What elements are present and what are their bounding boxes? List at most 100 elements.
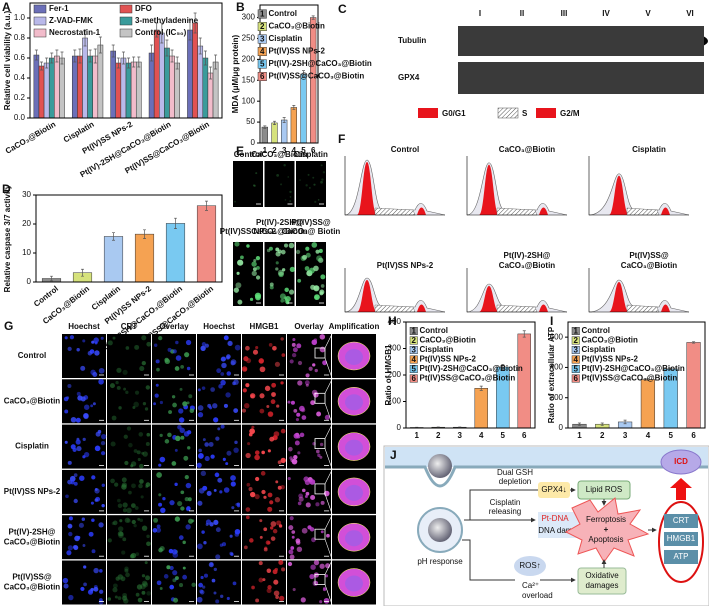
error-bar: [479, 385, 483, 391]
cell: [301, 527, 308, 534]
cell: [135, 592, 140, 597]
cell: [305, 383, 309, 387]
cell: [312, 176, 315, 179]
cell: [226, 450, 232, 456]
panel-label: A: [2, 0, 11, 14]
cell: [180, 490, 185, 495]
plot-title: Control: [391, 145, 419, 154]
cell: [220, 424, 225, 429]
cell: [297, 278, 302, 283]
cell: [173, 597, 179, 603]
cell: [289, 516, 294, 521]
cell: [169, 500, 175, 506]
cell: [76, 391, 81, 396]
plot-title: Pt(IV)-2SH@: [504, 251, 551, 260]
y-axis-title: Ratio of HMGB1: [384, 344, 393, 405]
plot-axes: [588, 268, 689, 313]
cell: [115, 380, 119, 385]
cell: [297, 501, 302, 506]
bar: [640, 379, 656, 429]
cell: [144, 407, 149, 411]
bar: [82, 37, 88, 119]
error-bar: [292, 105, 296, 110]
y-tick-label: 100: [388, 397, 402, 406]
cell: [234, 344, 241, 351]
column-title: CRT: [121, 322, 138, 331]
x-tick-label: 2: [272, 146, 277, 155]
cell: [207, 403, 212, 408]
cell: [326, 533, 330, 538]
cell: [300, 597, 306, 603]
bar: [110, 50, 117, 119]
cell: [67, 346, 72, 352]
cell: [289, 359, 294, 364]
plot-frame: [405, 321, 536, 429]
scheme-text: GPX4↓: [541, 485, 566, 494]
cell: [288, 242, 295, 249]
micrograph: [287, 334, 331, 378]
bar: [300, 73, 307, 144]
legend-swatch: [33, 28, 47, 38]
cell: [296, 343, 302, 349]
error-bar: [155, 22, 159, 38]
x-tick-label: 3: [623, 431, 628, 440]
cell: [304, 494, 308, 498]
cell: [311, 242, 318, 248]
micrograph: [107, 334, 151, 378]
cell: [313, 338, 318, 342]
cell: [111, 415, 117, 421]
cell: [74, 535, 80, 542]
cell: [244, 403, 250, 409]
cell: [145, 385, 151, 390]
cell: [233, 408, 239, 413]
error-bar: [302, 70, 305, 78]
cell: [302, 488, 306, 493]
cell: [100, 440, 106, 446]
bar: [135, 61, 142, 119]
cell: [197, 500, 203, 506]
y-tick-label: 400: [388, 317, 402, 326]
cell: [204, 343, 210, 348]
cell: [174, 366, 180, 371]
cell: [305, 184, 308, 187]
cell: [241, 408, 247, 413]
scheme: J pH response Dual GSH depletion Cisplat…: [383, 445, 709, 606]
scheme-text: Ferroptosis: [586, 515, 626, 524]
x-tick-label: 4: [292, 146, 297, 155]
cell: [136, 450, 141, 455]
cell: [118, 532, 124, 539]
plot-axes: [466, 268, 567, 313]
cell: [120, 576, 126, 582]
cell: [80, 365, 86, 371]
micrograph: [197, 515, 241, 560]
cell: [124, 517, 130, 523]
cell: [255, 476, 260, 482]
cell: [319, 455, 323, 459]
cell: [313, 285, 320, 292]
plot-title: Pt(IV)SS NPs-2: [377, 261, 434, 270]
bar: [164, 47, 170, 119]
error-bar: [34, 49, 38, 61]
cell: [321, 178, 324, 181]
cell: [317, 199, 320, 201]
cell: [220, 356, 226, 362]
cell: [82, 437, 86, 441]
cell: [246, 358, 252, 364]
cell: [313, 265, 319, 272]
cell: [100, 433, 107, 440]
cell: [183, 455, 189, 461]
cell: [80, 586, 85, 592]
cell: [252, 267, 257, 272]
y-tick-label: 200: [550, 393, 564, 402]
cell: [292, 338, 296, 342]
cell: [182, 540, 186, 545]
nucleus: [345, 530, 363, 547]
error-bar: [137, 56, 141, 68]
error-bar: [50, 52, 54, 64]
legend-number: 6: [574, 374, 579, 383]
micrograph: [242, 379, 286, 424]
cell: [153, 517, 158, 523]
cell: [153, 402, 157, 406]
bar: [77, 55, 83, 119]
cell: [272, 528, 278, 534]
